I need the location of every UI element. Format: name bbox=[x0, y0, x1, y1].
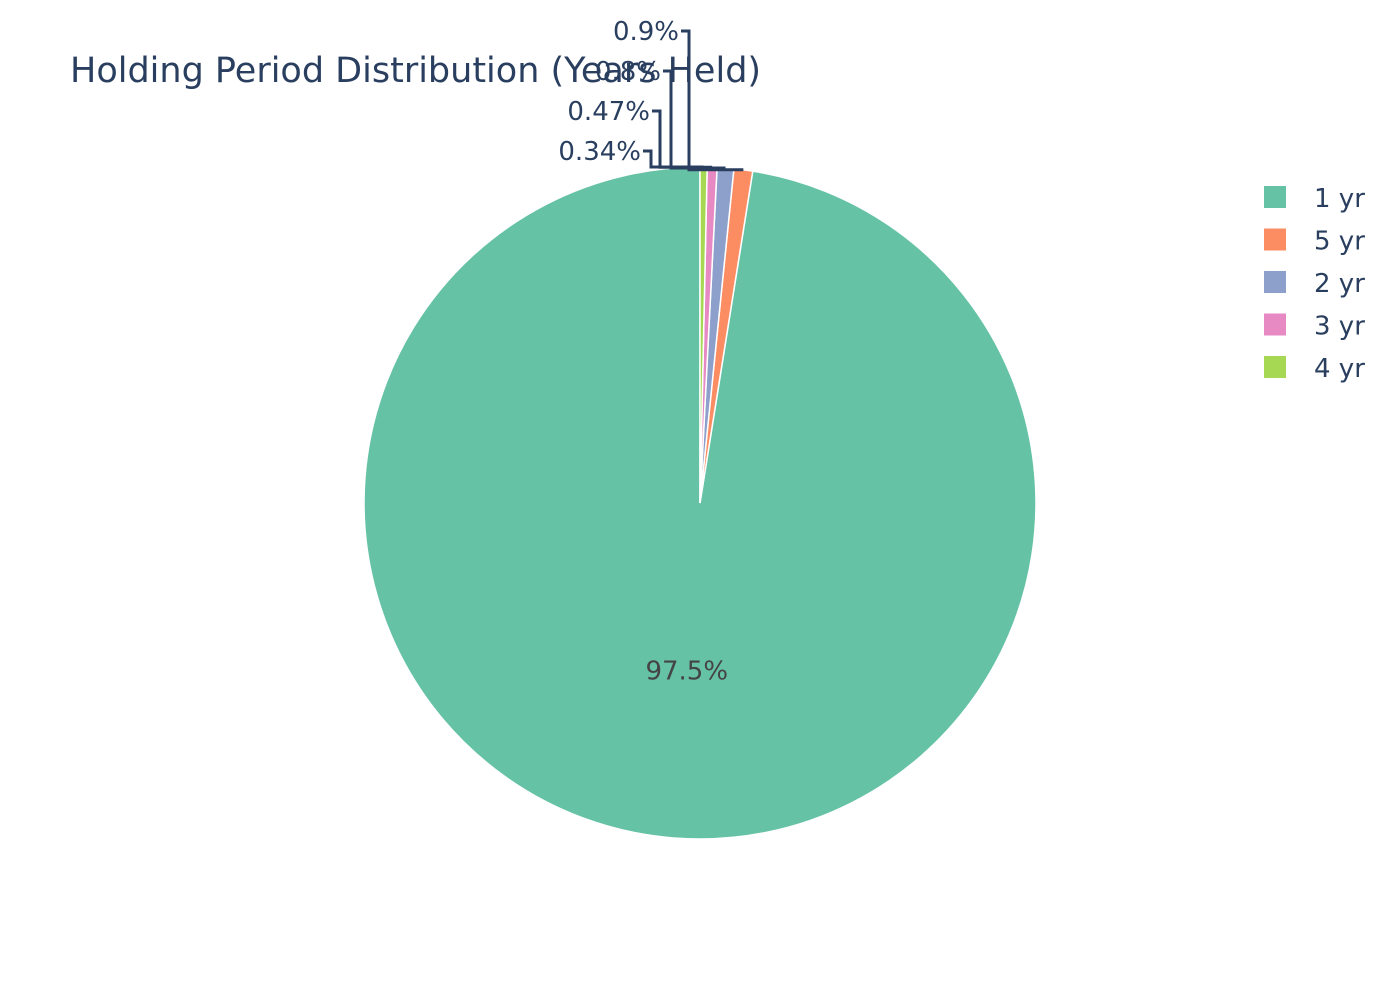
legend-swatch bbox=[1264, 314, 1286, 336]
legend-item-2-yr[interactable]: 2 yr bbox=[1264, 269, 1365, 299]
legend-item-4-yr[interactable]: 4 yr bbox=[1264, 354, 1365, 384]
legend-label: 3 yr bbox=[1314, 312, 1365, 342]
legend-item-5-yr[interactable]: 5 yr bbox=[1264, 227, 1365, 257]
legend-swatch bbox=[1264, 356, 1286, 378]
slice-label-3-yr: 0.47% bbox=[567, 97, 650, 127]
leader-line-3-yr bbox=[652, 111, 712, 167]
legend: 1 yr 5 yr 2 yr 3 yr 4 yr bbox=[1264, 184, 1365, 384]
legend-item-1-yr[interactable]: 1 yr bbox=[1264, 184, 1365, 214]
legend-label: 1 yr bbox=[1314, 184, 1365, 214]
slice-label-1-yr: 97.5% bbox=[645, 656, 728, 686]
slice-label-4-yr: 0.34% bbox=[558, 137, 641, 167]
legend-item-3-yr[interactable]: 3 yr bbox=[1264, 312, 1365, 342]
legend-label: 4 yr bbox=[1314, 354, 1365, 384]
slice-label-5-yr: 0.9% bbox=[613, 17, 679, 47]
leader-line-4-yr bbox=[643, 151, 704, 167]
legend-label: 2 yr bbox=[1314, 269, 1365, 299]
legend-swatch bbox=[1264, 229, 1286, 251]
legend-swatch bbox=[1264, 271, 1286, 293]
legend-label: 5 yr bbox=[1314, 227, 1365, 257]
slice-label-2-yr: 0.8% bbox=[595, 57, 661, 87]
pie-slices bbox=[364, 167, 1036, 839]
legend-swatch bbox=[1264, 186, 1286, 208]
